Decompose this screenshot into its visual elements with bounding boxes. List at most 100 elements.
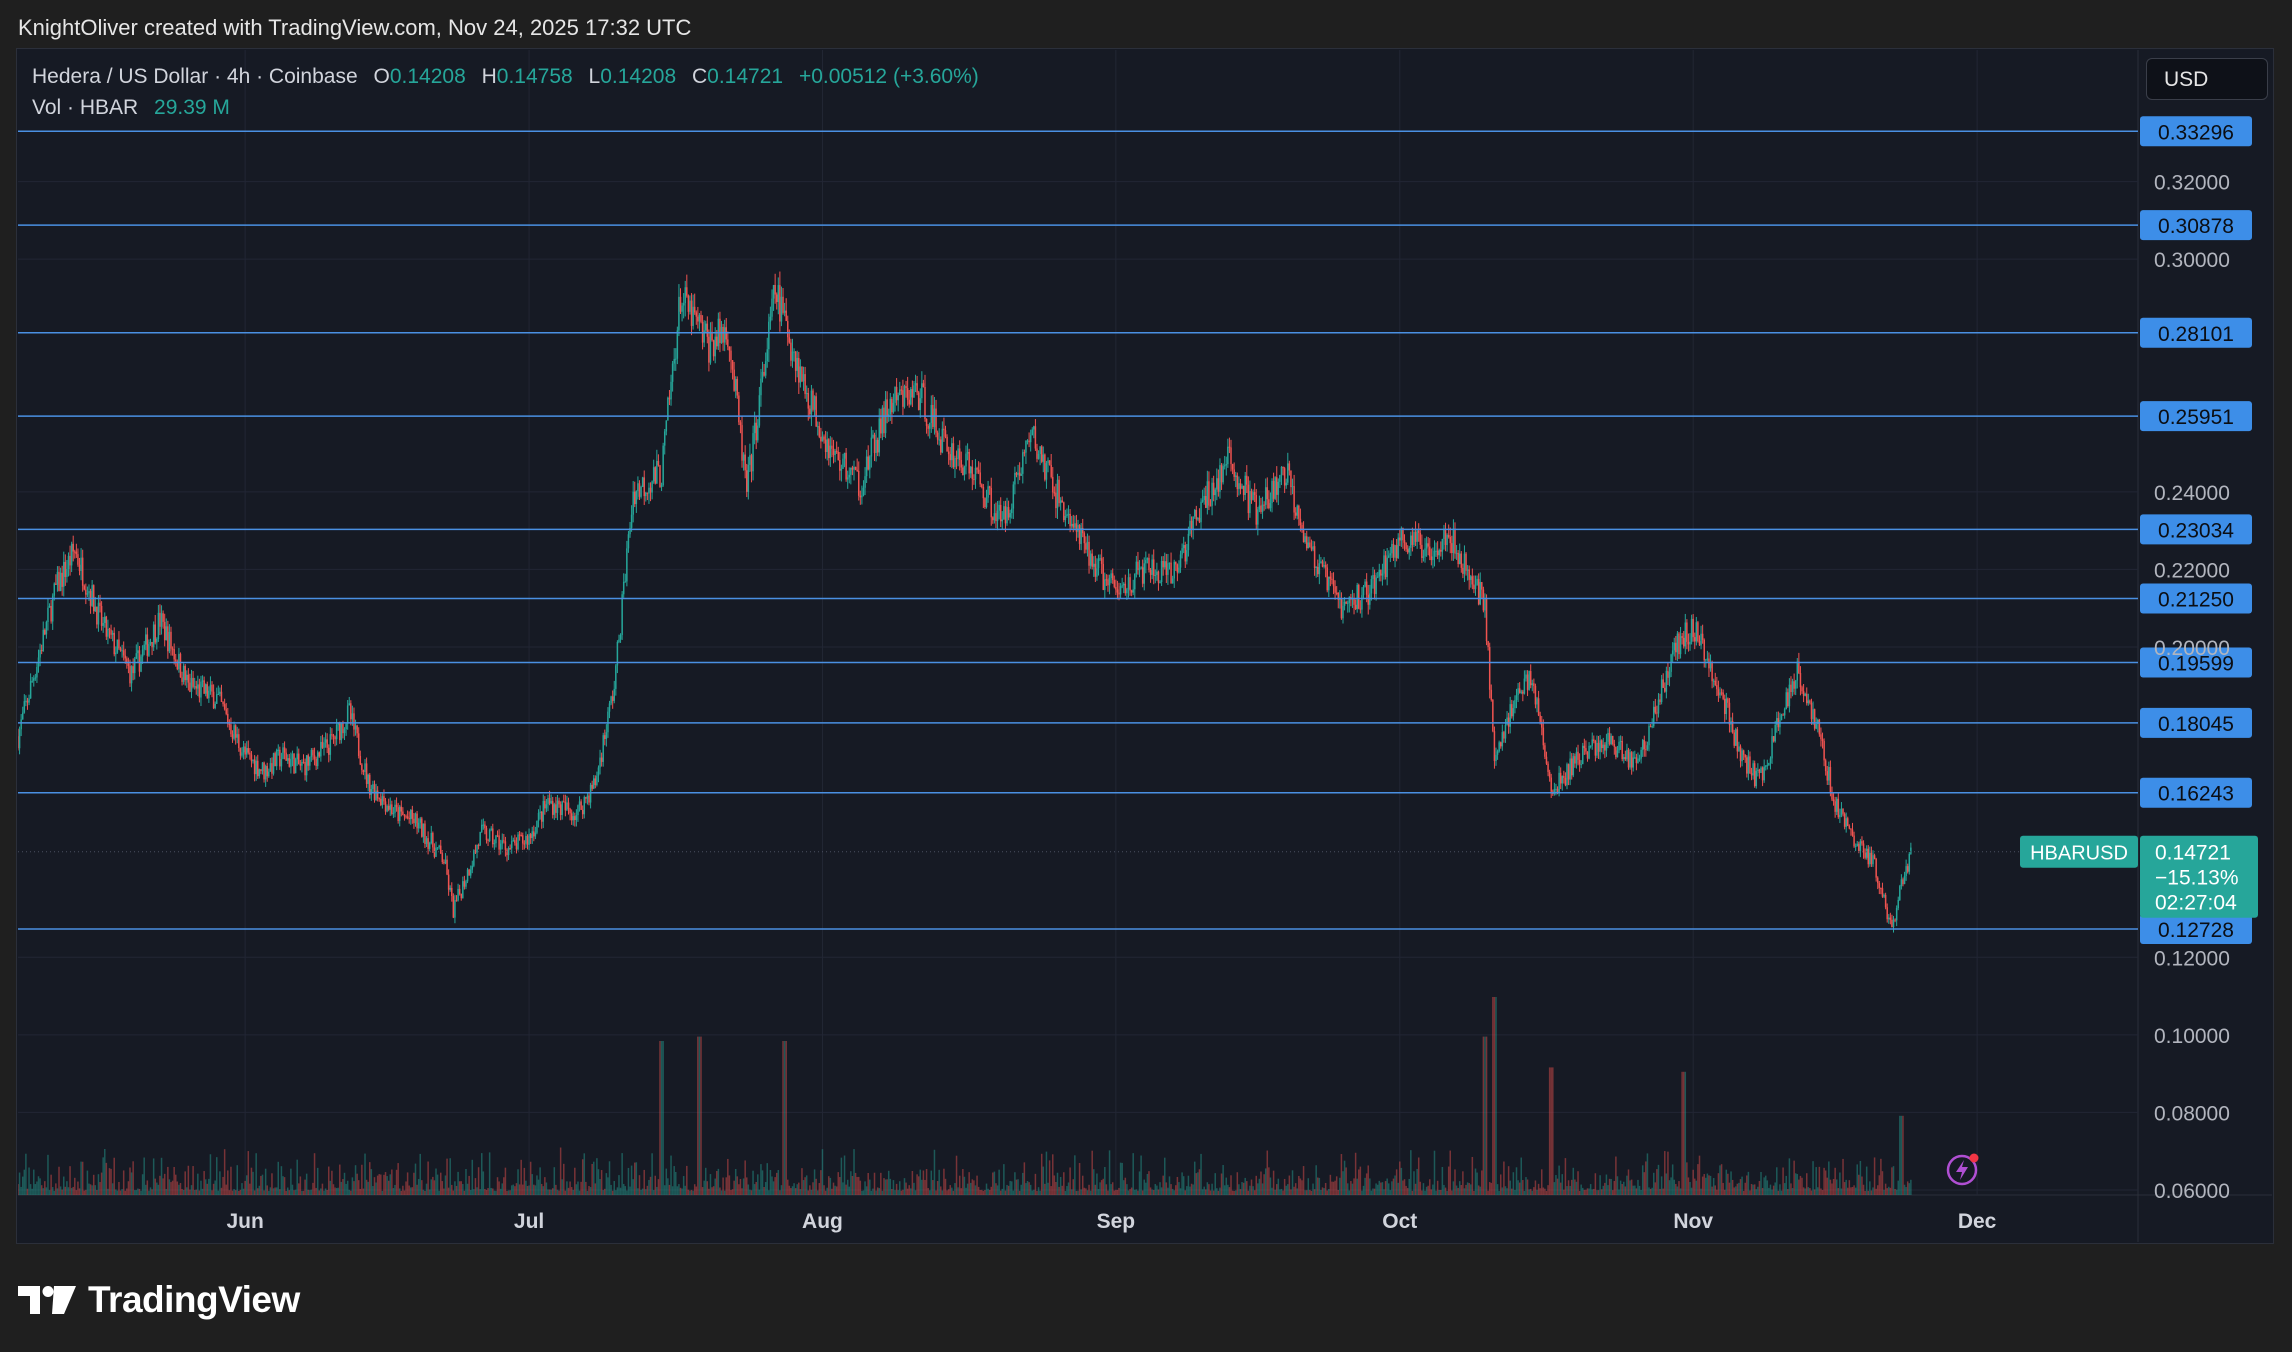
flash-icon[interactable] xyxy=(1946,1152,1980,1186)
volume-bar xyxy=(244,1180,246,1195)
candle-body xyxy=(359,755,362,765)
tradingview-logo-icon xyxy=(18,1286,76,1314)
candle-body xyxy=(129,665,131,684)
volume-bar xyxy=(534,1185,537,1195)
volume-bar xyxy=(851,1175,854,1195)
volume-bar xyxy=(958,1175,961,1195)
volume-bar xyxy=(1570,1179,1573,1195)
candle-body xyxy=(857,470,860,496)
candle-body xyxy=(1001,519,1004,522)
volume-bar xyxy=(335,1188,338,1195)
candle-body xyxy=(760,378,762,396)
candle-body xyxy=(1793,681,1795,689)
candle-body xyxy=(1646,745,1649,750)
candle-body xyxy=(364,763,366,773)
candle-body xyxy=(1212,482,1215,496)
candle-body xyxy=(1184,545,1187,562)
volume-bar xyxy=(902,1189,904,1195)
candle-body xyxy=(1220,465,1223,483)
candle-body xyxy=(1821,739,1824,742)
volume-bar xyxy=(1684,1071,1687,1195)
price-tick-label: 0.24000 xyxy=(2154,482,2230,505)
volume-bar xyxy=(88,1183,90,1195)
volume-bar xyxy=(1085,1188,1087,1195)
candle-body xyxy=(151,641,153,648)
volume-bar xyxy=(1809,1188,1811,1195)
candle-body xyxy=(361,764,363,771)
volume-bar xyxy=(189,1189,191,1195)
candle-body xyxy=(1733,732,1735,746)
volume-bar xyxy=(1611,1190,1614,1195)
candle-body xyxy=(869,456,871,470)
volume-bar xyxy=(1578,1190,1581,1195)
candle-body xyxy=(1313,546,1316,568)
change-value: +0.00512 (+3.60%) xyxy=(798,65,979,88)
volume-bar xyxy=(58,1166,60,1195)
volume-bar xyxy=(1548,1067,1551,1195)
volume-bar xyxy=(1138,1171,1141,1195)
volume-bar xyxy=(539,1167,541,1195)
candle-body xyxy=(993,513,996,521)
candle-body xyxy=(848,474,851,478)
candle-body xyxy=(410,809,412,820)
volume-bar xyxy=(1690,1187,1693,1195)
volume-bar xyxy=(1246,1181,1248,1195)
candle-body xyxy=(1903,875,1906,885)
volume-bar xyxy=(1342,1171,1344,1195)
volume-bar xyxy=(1296,1188,1299,1195)
volume-bar xyxy=(200,1180,202,1195)
volume-bar xyxy=(831,1188,833,1195)
volume-bar xyxy=(638,1175,641,1195)
volume-bar xyxy=(1780,1190,1783,1195)
candle-body xyxy=(651,481,653,493)
candle-body xyxy=(1559,772,1562,784)
candle-body xyxy=(1501,732,1504,747)
volume-bar xyxy=(310,1189,313,1195)
candle-body xyxy=(692,306,694,326)
volume-bar xyxy=(369,1162,371,1195)
volume-bar xyxy=(848,1186,851,1195)
volume-bar xyxy=(727,1158,729,1195)
volume-bar xyxy=(1812,1161,1814,1195)
candle-body xyxy=(1533,683,1535,686)
volume-bar xyxy=(1474,1168,1477,1195)
candle-body xyxy=(111,632,114,635)
candle-body xyxy=(1848,825,1851,829)
symbol-title[interactable]: Hedera / US Dollar · 4h · Coinbase xyxy=(32,65,358,88)
volume-bar xyxy=(1234,1190,1237,1195)
horizontal-levels[interactable]: 0.332960.308780.281010.259510.230340.212… xyxy=(18,116,2252,945)
volume-bar xyxy=(257,1188,259,1195)
volume-bar xyxy=(1746,1175,1748,1195)
volume-bar xyxy=(1165,1182,1168,1195)
candle-body xyxy=(1624,757,1627,760)
candle-body xyxy=(110,629,112,635)
candle-body xyxy=(1652,706,1655,727)
volume-bar xyxy=(540,1183,543,1195)
candle-body xyxy=(261,762,264,772)
candle-body xyxy=(536,820,538,833)
candle-body xyxy=(406,816,409,819)
volume-bar xyxy=(201,1188,204,1195)
candle-body xyxy=(1499,742,1502,747)
tradingview-logo[interactable]: TradingView xyxy=(18,1275,300,1325)
volume-label[interactable]: Vol · HBAR xyxy=(32,96,139,119)
candle-body xyxy=(777,285,780,303)
candle-body xyxy=(1794,680,1797,689)
volume-bar xyxy=(471,1159,474,1195)
volume-bar xyxy=(709,1174,712,1195)
candle-body xyxy=(985,497,988,508)
currency-button[interactable]: USD xyxy=(2146,58,2268,100)
volume-bar xyxy=(1088,1184,1090,1195)
candle-body xyxy=(454,900,456,918)
volume-bar xyxy=(1277,1178,1280,1195)
volume-bar xyxy=(1670,1177,1672,1195)
level-label-bg xyxy=(2140,647,2252,678)
volume-bar xyxy=(1206,1182,1209,1195)
candle-body xyxy=(804,374,806,394)
candle-body xyxy=(419,818,421,823)
volume-bar xyxy=(217,1190,220,1195)
candle-body xyxy=(1526,674,1529,690)
volume-bar xyxy=(1003,1164,1005,1195)
volume-bar xyxy=(313,1153,316,1195)
